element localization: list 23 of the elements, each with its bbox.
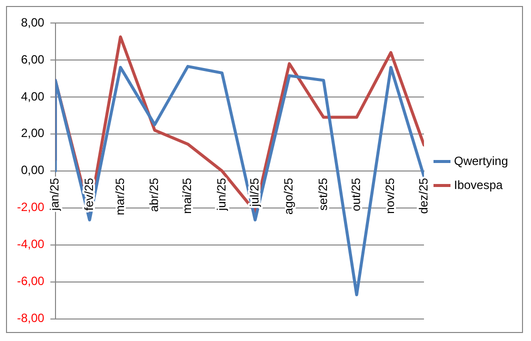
x-tick-label: fev/25 [82, 178, 96, 211]
y-tick-label: 8,00 [20, 15, 45, 30]
x-tick-label: ago/25 [282, 178, 296, 215]
y-tick-label: -4,00 [16, 237, 45, 252]
x-tick-label: jun/25 [214, 178, 228, 212]
y-tick-label: 0,00 [20, 163, 45, 178]
y-tick-label: -6,00 [16, 274, 45, 288]
x-tick-label: mar/25 [112, 178, 127, 216]
legend-label: Qwertying [454, 154, 508, 168]
x-tick-label: set/25 [316, 178, 330, 211]
y-tick-label: 4,00 [20, 89, 45, 104]
x-tick-label: mai/25 [180, 178, 194, 214]
x-tick-label: jan/25 [48, 178, 62, 212]
legend-label: Ibovespa [454, 178, 504, 192]
y-tick-label: 2,00 [20, 126, 45, 140]
x-tick-label: out/25 [348, 178, 363, 212]
x-tick-label: abr/25 [146, 178, 161, 212]
y-tick-label: 6,00 [20, 52, 45, 66]
y-tick-label: -2,00 [16, 200, 45, 214]
y-tick-label: -8,00 [16, 311, 45, 326]
x-tick-label: nov/25 [383, 178, 398, 214]
x-tick-label: dez/25 [416, 178, 430, 214]
x-tick-label: jul/25 [247, 178, 262, 208]
